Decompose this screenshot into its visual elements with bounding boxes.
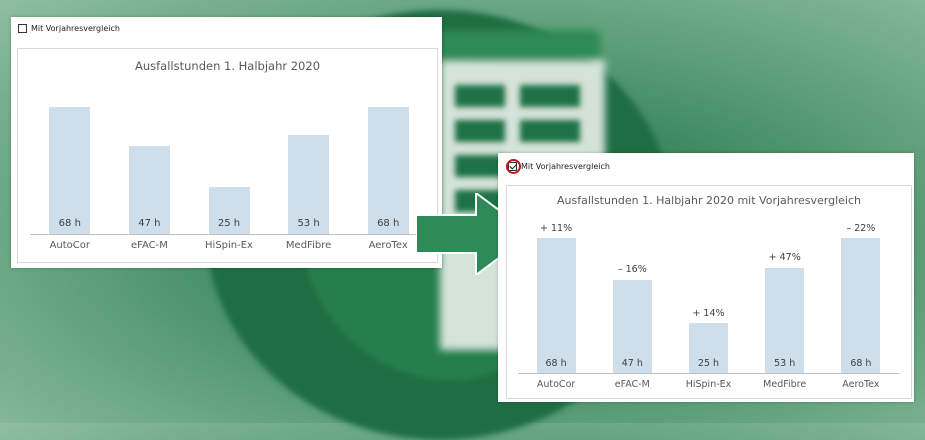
comparison-checkbox-row[interactable]: Mit Vorjahresvergleich — [18, 24, 120, 33]
left-chart-panel: Mit Vorjahresvergleich Ausfallstunden 1.… — [11, 17, 442, 268]
bar-medfibre — [288, 135, 330, 234]
category-label: HiSpin-Ex — [685, 379, 732, 390]
bar-value-label: 47 h — [138, 218, 161, 229]
change-label: – 22% — [846, 222, 876, 234]
comparison-checkbox-row[interactable]: Mit Vorjahresvergleich — [508, 162, 610, 171]
bar-value-label: 25 h — [217, 218, 241, 229]
category-label: HiSpin-Ex — [205, 240, 253, 251]
bar-efac-m — [128, 146, 170, 234]
bar-medfibre — [765, 267, 805, 373]
background-cell — [455, 85, 505, 107]
bar-autocor — [536, 238, 576, 373]
bar-value-label: 68 h — [58, 218, 81, 229]
bar-efac-m — [612, 279, 652, 373]
category-label: AeroTex — [368, 240, 408, 251]
x-axis-line — [30, 234, 428, 235]
change-label: + 11% — [540, 222, 573, 234]
bar-value-label: 68 h — [377, 218, 400, 229]
bar-value-label: 53 h — [774, 357, 796, 369]
background-cell — [455, 155, 505, 177]
change-label: – 16% — [617, 264, 647, 276]
right-chart-panel: Mit Vorjahresvergleich Ausfallstunden 1.… — [498, 153, 914, 402]
comparison-checkbox-label: Mit Vorjahresvergleich — [31, 24, 120, 33]
change-label: + 14% — [692, 307, 725, 319]
category-label: MedFibre — [763, 379, 807, 390]
background-cell — [520, 120, 580, 142]
bar-value-label: 47 h — [621, 357, 643, 369]
category-label: AeroTex — [842, 379, 880, 390]
bar-value-label: 25 h — [697, 357, 720, 369]
chart-title: Ausfallstunden 1. Halbjahr 2020 — [134, 59, 321, 73]
category-label: AutoCor — [49, 240, 91, 251]
comparison-checkbox-label: Mit Vorjahresvergleich — [521, 162, 610, 171]
bar-aerotex — [841, 238, 881, 373]
bar-value-label: 68 h — [850, 357, 872, 369]
bar-aerotex — [367, 107, 409, 234]
comparison-checkbox[interactable] — [18, 24, 27, 33]
background-sheet-tab — [440, 30, 600, 60]
right-bar-chart: Ausfallstunden 1. Halbjahr 2020 mit Vorj… — [506, 185, 912, 399]
left-bar-chart: Ausfallstunden 1. Halbjahr 2020 68 h Auto… — [17, 48, 438, 263]
bar-value-label: 53 h — [297, 218, 320, 229]
change-label: + 47% — [768, 252, 801, 264]
chart-title: Ausfallstunden 1. Halbjahr 2020 mit Vorj… — [556, 194, 862, 207]
category-label: MedFibre — [285, 240, 332, 251]
bar-autocor — [49, 107, 91, 234]
checkbox-highlight-circle — [506, 159, 521, 174]
category-label: eFAC-M — [614, 379, 650, 390]
bar-hispin-ex — [208, 187, 250, 234]
x-axis-line — [518, 373, 899, 374]
background-cell — [520, 85, 580, 107]
category-label: eFAC-M — [130, 240, 168, 251]
category-label: AutoCor — [536, 379, 576, 390]
background-cell — [455, 120, 505, 142]
bar-hispin-ex — [689, 323, 728, 373]
bar-value-label: 68 h — [545, 357, 567, 369]
